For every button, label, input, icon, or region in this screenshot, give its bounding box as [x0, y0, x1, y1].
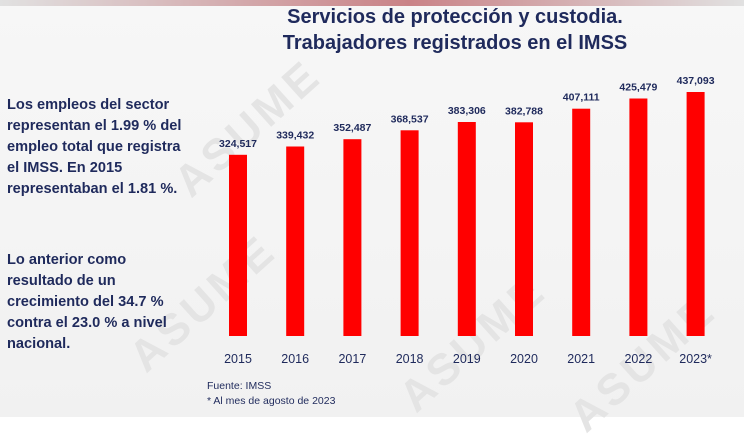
data-label-2015: 324,517 [219, 138, 257, 150]
data-label-2020: 382,788 [505, 105, 543, 117]
data-label-2017: 352,487 [333, 122, 371, 134]
bar-2023* [686, 92, 705, 336]
data-label-2018: 368,537 [391, 113, 429, 125]
data-label-2019: 383,306 [448, 105, 486, 117]
data-label-2016: 339,432 [276, 130, 314, 142]
x-tick-label-2015: 2015 [224, 352, 252, 366]
x-tick-label-2022: 2022 [624, 352, 652, 366]
data-label-2021: 407,111 [563, 92, 600, 104]
source-note: Fuente: IMSS [207, 380, 272, 392]
slide-title: Servicios de protección y custodia. Trab… [190, 4, 720, 56]
title-line-1: Servicios de protección y custodia. [287, 6, 623, 28]
bar-2022 [629, 98, 648, 336]
bar-2020 [515, 122, 533, 336]
x-tick-label-2023*: 2023* [679, 352, 712, 366]
bar-2015 [229, 154, 247, 336]
bar-2018 [400, 130, 419, 336]
x-tick-label-2018: 2018 [396, 352, 424, 366]
x-tick-label-2016: 2016 [281, 352, 309, 366]
bar-2019 [457, 122, 476, 336]
x-tick-label-2020: 2020 [510, 352, 538, 366]
summary-paragraph-1: Los empleos del sector representan el 1.… [7, 97, 182, 197]
summary-paragraph-2: Lo anterior como resultado de un crecimi… [7, 252, 167, 352]
bar-2017 [343, 139, 362, 336]
bar-2021 [572, 108, 591, 336]
top-decorative-band [0, 0, 744, 6]
x-tick-label-2021: 2021 [567, 352, 595, 366]
slide-background [0, 6, 744, 417]
x-tick-label-2019: 2019 [453, 352, 481, 366]
data-label-2022: 425,479 [619, 82, 657, 94]
bar-2016 [286, 146, 305, 336]
title-line-2: Trabajadores registrados en el IMSS [282, 32, 628, 54]
data-label-2023*: 437,093 [677, 75, 715, 87]
x-tick-label-2017: 2017 [338, 352, 366, 366]
bar-chart: 324,517 2015 339,432 2016 352,487 2017 368,537… [200, 74, 730, 374]
date-footnote: * Al mes de agosto de 2023 [207, 395, 336, 407]
bar-chart-svg: 324,517 2015 339,432 2016 352,487 2017 368,537… [219, 75, 715, 366]
